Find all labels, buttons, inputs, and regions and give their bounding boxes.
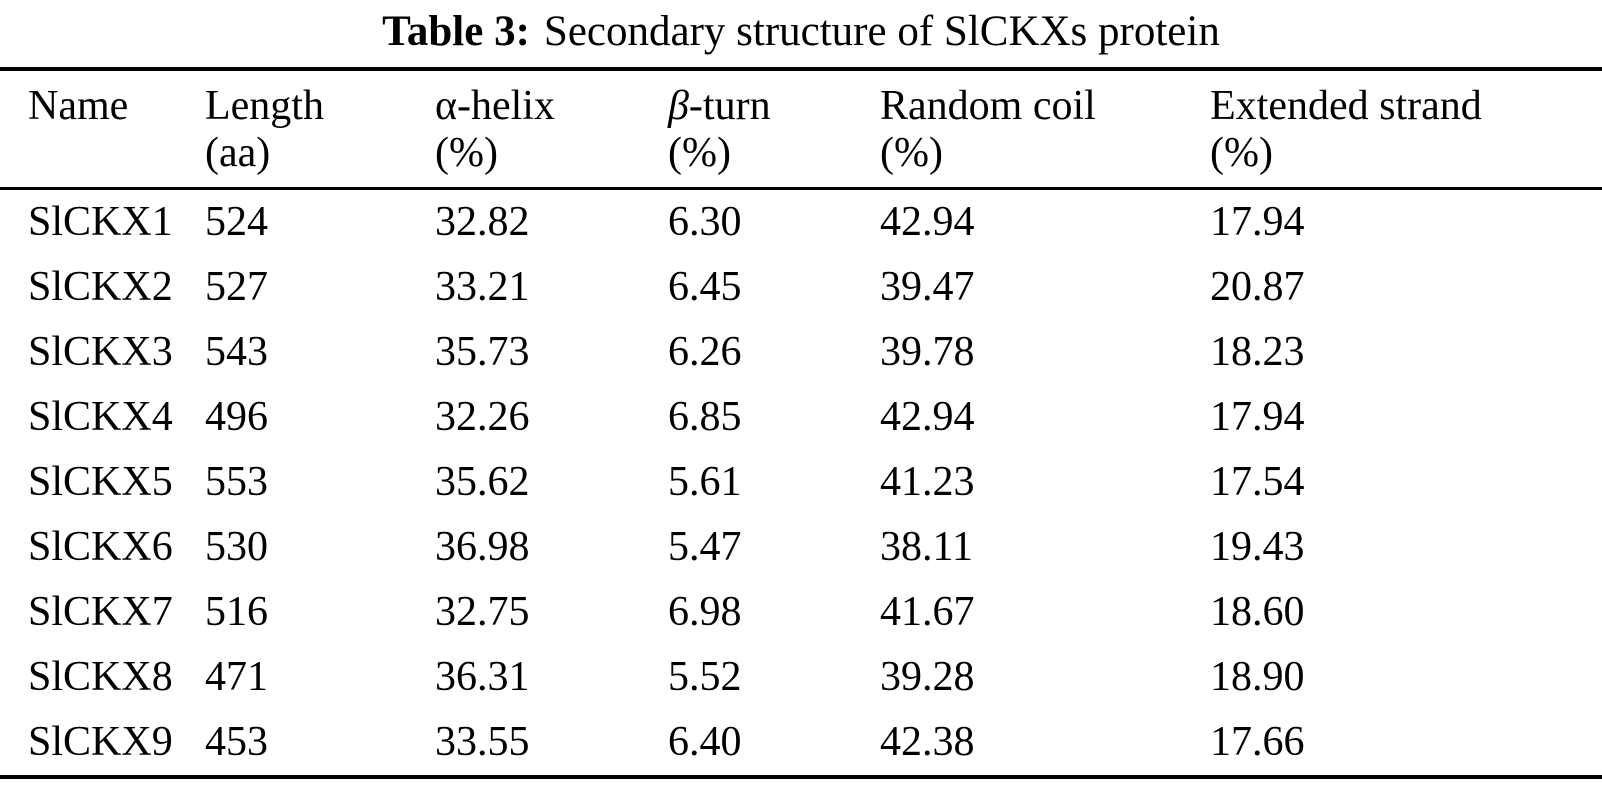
table-row: SlCKX2 527 33.21 6.45 39.47 20.87: [0, 255, 1602, 320]
length-cell: 516: [205, 589, 268, 635]
table-header: Name Length (aa) α-helix (%) β-turn (%) Random …: [0, 69, 1602, 189]
beta-turn-cell: 6.98: [668, 589, 742, 635]
alpha-helix-cell: 32.75: [435, 589, 530, 635]
alpha-helix-cell: 33.55: [435, 719, 530, 765]
random-coil-cell: 42.38: [880, 719, 975, 765]
column-header: Name: [0, 69, 205, 189]
column-header-unit: (%): [1210, 130, 1273, 176]
random-coil-cell: 42.94: [880, 394, 975, 440]
extended-strand-cell: 18.60: [1210, 589, 1305, 635]
beta-turn-cell: 5.61: [668, 459, 742, 505]
extended-strand-cell: 18.23: [1210, 329, 1305, 375]
random-coil-cell: 38.11: [880, 524, 973, 570]
column-header-label: Extended strand: [1210, 83, 1482, 129]
column-header: Extended strand (%): [1210, 69, 1602, 189]
secondary-structure-table: Name Length (aa) α-helix (%) β-turn (%) Random …: [0, 67, 1602, 779]
table-title: Table 3: Secondary structure of SlCKXs pr…: [0, 0, 1602, 67]
protein-name-cell: SlCKX4: [28, 394, 173, 440]
beta-turn-cell: 5.52: [668, 654, 742, 700]
column-header-unit: (%): [435, 130, 498, 176]
alpha-helix-cell: 33.21: [435, 264, 530, 310]
extended-strand-cell: 17.94: [1210, 199, 1305, 245]
alpha-helix-cell: 32.26: [435, 394, 530, 440]
beta-turn-cell: 6.85: [668, 394, 742, 440]
table-row: SlCKX9 453 33.55 6.40 42.38 17.66: [0, 710, 1602, 777]
table-row: SlCKX1 524 32.82 6.30 42.94 17.94: [0, 189, 1602, 256]
protein-name-cell: SlCKX7: [28, 589, 173, 635]
length-cell: 527: [205, 264, 268, 310]
column-header: Random coil (%): [880, 69, 1210, 189]
table-title-text: Secondary structure of SlCKXs protein: [543, 8, 1220, 55]
protein-name-cell: SlCKX6: [28, 524, 173, 570]
table-row: SlCKX3 543 35.73 6.26 39.78 18.23: [0, 320, 1602, 385]
table-row: SlCKX5 553 35.62 5.61 41.23 17.54: [0, 450, 1602, 515]
column-header-label: Length: [205, 83, 324, 129]
table-row: SlCKX6 530 36.98 5.47 38.11 19.43: [0, 515, 1602, 580]
extended-strand-cell: 17.94: [1210, 394, 1305, 440]
alpha-helix-cell: 32.82: [435, 199, 530, 245]
random-coil-cell: 41.23: [880, 459, 975, 505]
random-coil-cell: 42.94: [880, 199, 975, 245]
length-cell: 530: [205, 524, 268, 570]
extended-strand-cell: 20.87: [1210, 264, 1305, 310]
column-header-label: α-helix: [435, 83, 555, 129]
table-body: SlCKX1 524 32.82 6.30 42.94 17.94 SlCKX2 527 33.…: [0, 189, 1602, 778]
table-title-label: Table 3:: [382, 8, 530, 55]
alpha-helix-cell: 35.73: [435, 329, 530, 375]
column-header-label: β-turn: [668, 83, 771, 129]
random-coil-cell: 39.47: [880, 264, 975, 310]
extended-strand-cell: 17.54: [1210, 459, 1305, 505]
protein-name-cell: SlCKX5: [28, 459, 173, 505]
length-cell: 453: [205, 719, 268, 765]
random-coil-cell: 39.28: [880, 654, 975, 700]
beta-turn-cell: 6.26: [668, 329, 742, 375]
extended-strand-cell: 18.90: [1210, 654, 1305, 700]
protein-name-cell: SlCKX3: [28, 329, 173, 375]
length-cell: 471: [205, 654, 268, 700]
protein-name-cell: SlCKX1: [28, 199, 173, 245]
column-header-label: Name: [28, 83, 129, 129]
extended-strand-cell: 19.43: [1210, 524, 1305, 570]
table-row: SlCKX7 516 32.75 6.98 41.67 18.60: [0, 580, 1602, 645]
beta-turn-cell: 5.47: [668, 524, 742, 570]
column-header: Length (aa): [205, 69, 435, 189]
random-coil-cell: 39.78: [880, 329, 975, 375]
table-row: SlCKX4 496 32.26 6.85 42.94 17.94: [0, 385, 1602, 450]
protein-name-cell: SlCKX8: [28, 654, 173, 700]
column-header-label: Random coil: [880, 83, 1096, 129]
beta-turn-cell: 6.30: [668, 199, 742, 245]
table-row: SlCKX8 471 36.31 5.52 39.28 18.90: [0, 645, 1602, 710]
column-header-unit: (aa): [205, 130, 271, 176]
protein-name-cell: SlCKX2: [28, 264, 173, 310]
alpha-helix-cell: 36.31: [435, 654, 530, 700]
beta-turn-cell: 6.40: [668, 719, 742, 765]
table-header-row: Name Length (aa) α-helix (%) β-turn (%) Random …: [0, 69, 1602, 189]
column-header: α-helix (%): [435, 69, 668, 189]
random-coil-cell: 41.67: [880, 589, 975, 635]
length-cell: 543: [205, 329, 268, 375]
length-cell: 553: [205, 459, 268, 505]
length-cell: 496: [205, 394, 268, 440]
extended-strand-cell: 17.66: [1210, 719, 1305, 765]
protein-name-cell: SlCKX9: [28, 719, 173, 765]
alpha-helix-cell: 35.62: [435, 459, 530, 505]
column-header: β-turn (%): [668, 69, 880, 189]
column-header-unit: (%): [880, 130, 943, 176]
beta-turn-cell: 6.45: [668, 264, 742, 310]
column-header-unit: (%): [668, 130, 731, 176]
length-cell: 524: [205, 199, 268, 245]
alpha-helix-cell: 36.98: [435, 524, 530, 570]
